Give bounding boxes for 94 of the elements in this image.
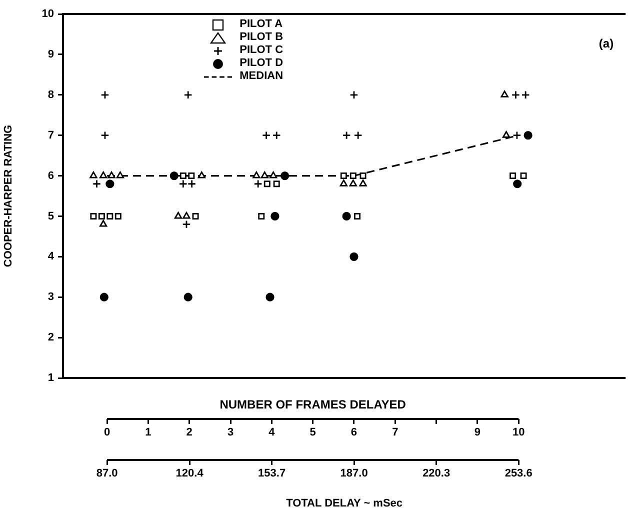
point <box>90 171 98 178</box>
x2-axis-title: TOTAL DELAY ~ mSec <box>286 497 403 510</box>
y-tick-label: 5 <box>48 210 54 222</box>
x-tick-label: 3 <box>227 426 234 439</box>
point <box>264 180 270 188</box>
point <box>350 90 358 100</box>
point <box>350 252 358 261</box>
x-tick-label: 7 <box>392 426 398 439</box>
point <box>266 292 274 302</box>
x2-tick-label: 153.7 <box>258 468 286 480</box>
point <box>100 292 108 302</box>
point <box>192 212 199 220</box>
point <box>273 180 280 188</box>
point <box>180 172 186 180</box>
y-tick-label: 6 <box>48 170 54 182</box>
legend-label: MEDIAN <box>240 70 284 83</box>
point <box>100 220 108 227</box>
legend-label: PILOT D <box>240 57 284 70</box>
x2-tick-label: 187.0 <box>340 468 368 480</box>
point <box>108 171 116 178</box>
point <box>500 90 508 98</box>
point <box>502 131 510 138</box>
point <box>188 180 196 188</box>
x2-tick-label: 253.6 <box>504 468 532 480</box>
legend-label: PILOT A <box>240 18 283 31</box>
point <box>340 180 348 186</box>
y-tick-label: 2 <box>48 332 54 344</box>
point <box>100 131 110 140</box>
x2-tick-label: 220.3 <box>422 468 450 480</box>
point <box>520 172 527 180</box>
point <box>170 171 178 180</box>
point <box>254 180 262 188</box>
x2-tick-label: 87.0 <box>96 468 118 480</box>
point <box>354 131 362 140</box>
y-tick-label: 8 <box>48 88 54 101</box>
legend-label: PILOT C <box>240 44 284 57</box>
point <box>521 90 530 100</box>
x-tick-label: 5 <box>310 426 316 439</box>
point <box>342 131 351 140</box>
point <box>350 172 356 180</box>
point <box>349 180 357 186</box>
x-tick-label: 2 <box>186 426 192 439</box>
point <box>90 212 97 220</box>
point <box>354 212 361 220</box>
point <box>359 180 367 186</box>
point <box>182 220 191 229</box>
point <box>106 212 114 220</box>
x2-tick-label: 120.4 <box>176 468 204 480</box>
x-tick-label: 9 <box>474 426 480 439</box>
point <box>184 292 192 302</box>
point <box>280 171 290 180</box>
x-tick-label: 10 <box>512 426 525 439</box>
point <box>106 180 114 188</box>
x-tick-label: 1 <box>145 426 152 439</box>
point <box>100 90 110 100</box>
point <box>92 180 102 188</box>
point <box>188 172 195 180</box>
point <box>513 180 522 188</box>
point <box>258 212 265 220</box>
y-axis-title: COOPER-HARPER RATING <box>2 124 15 268</box>
point <box>262 131 271 140</box>
point <box>260 171 268 178</box>
point <box>198 171 206 178</box>
point <box>182 212 190 219</box>
point <box>184 90 192 100</box>
annotation: (a) <box>598 36 614 50</box>
point <box>340 172 347 180</box>
point <box>269 171 278 178</box>
point <box>511 90 520 100</box>
x-tick-label: 6 <box>350 426 358 439</box>
point <box>100 171 108 178</box>
point <box>178 180 188 188</box>
point <box>174 212 182 219</box>
point <box>270 212 280 221</box>
x-tick-label: 0 <box>104 426 110 439</box>
point <box>360 172 366 180</box>
y-tick-label: 3 <box>48 291 54 304</box>
y-tick-label: 7 <box>48 129 54 142</box>
point <box>252 171 260 178</box>
y-tick-label: 10 <box>42 8 54 20</box>
point <box>272 131 281 140</box>
point <box>510 172 516 180</box>
y-tick-label: 9 <box>48 48 54 60</box>
y-tick-label: 4 <box>48 250 55 263</box>
point <box>342 212 351 221</box>
point <box>114 212 122 220</box>
point <box>116 171 124 178</box>
y-tick-label: 1 <box>48 372 54 384</box>
x-axis-title: NUMBER OF FRAMES DELAYED <box>220 397 406 412</box>
point <box>512 131 522 140</box>
point <box>98 212 105 220</box>
point <box>524 131 532 140</box>
x-tick-label: 4 <box>268 426 276 439</box>
legend-label: PILOT B <box>240 31 284 44</box>
